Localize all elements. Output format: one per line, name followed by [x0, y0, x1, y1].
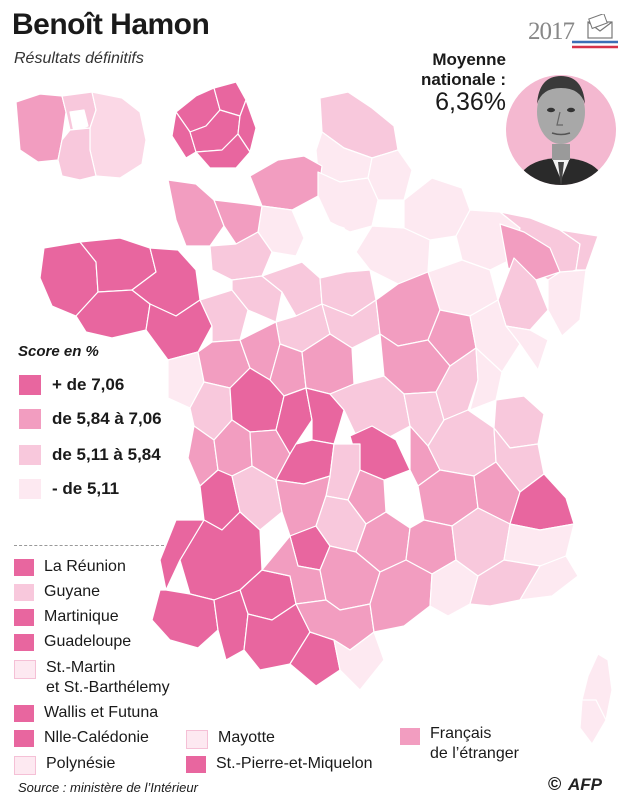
legend-label: + de 7,06 — [52, 375, 125, 394]
territory-item: St.-Pierre-et-Miquelon — [186, 754, 373, 774]
legend-item: de 5,11 à 5,84 — [18, 444, 161, 466]
map-subtitle: Résultats définitifs — [14, 50, 144, 67]
territory-swatch — [14, 705, 34, 722]
territory-label: Guyane — [44, 583, 101, 600]
legend-label: de 5,84 à 7,06 — [52, 409, 162, 428]
territory-swatch — [14, 730, 34, 747]
legend-item: de 5,84 à 7,06 — [18, 408, 162, 430]
territory-swatch — [400, 728, 420, 745]
territory-swatch — [14, 660, 36, 679]
map-title: Benoît Hamon — [12, 8, 210, 41]
territory-swatch — [14, 559, 34, 576]
territory-label: Nlle-Calédonie — [44, 729, 149, 746]
territory-item: Mayotte — [186, 728, 275, 749]
inset-idf-5 — [237, 99, 257, 153]
territory-item: Nlle-Calédonie — [14, 728, 149, 748]
legend-label: - de 5,11 — [52, 479, 120, 498]
ballot-envelope-icon — [572, 14, 618, 49]
inset-paris-east — [89, 91, 147, 179]
territory-swatch — [186, 756, 206, 773]
legend-item: + de 7,06 — [18, 374, 124, 396]
territory-label: Wallis et Futuna — [44, 704, 159, 721]
territory-label: Français — [430, 725, 492, 742]
territory-item: Wallis et Futuna — [14, 703, 158, 723]
inset-paris-south — [57, 127, 97, 181]
inset-paris-hole — [69, 109, 89, 133]
election-year: 2017 — [528, 18, 575, 45]
territory-item: St.-Martin et St.-Barthélemy — [14, 658, 170, 698]
territory-swatch — [14, 634, 34, 651]
territory-item: Guyane — [14, 582, 100, 602]
territory-item: Martinique — [14, 607, 119, 627]
source-note: Source : ministère de l’Intérieur — [18, 780, 198, 795]
territory-label: Martinique — [44, 608, 119, 625]
territory-label: La Réunion — [44, 558, 126, 575]
legend-swatch — [18, 444, 42, 466]
legend-item: - de 5,11 — [18, 478, 119, 500]
territory-label-line2: de l’étranger — [430, 745, 519, 762]
territory-swatch — [14, 609, 34, 626]
portrait-photo — [506, 75, 616, 185]
election-logo: 2017 — [528, 14, 620, 54]
legend-swatch — [18, 374, 42, 396]
legend-swatch — [18, 478, 42, 500]
national-average-value: 6,36% — [435, 88, 506, 116]
agency-logo: AFP — [568, 775, 602, 794]
territory-swatch — [14, 756, 36, 775]
territory-swatch — [14, 584, 34, 601]
territory-label: Guadeloupe — [44, 633, 132, 650]
legend-swatch — [18, 408, 42, 430]
territory-item: La Réunion — [14, 557, 126, 577]
territory-label: Mayotte — [218, 729, 275, 746]
territory-swatch — [186, 730, 208, 749]
inset-paris-west — [15, 93, 67, 163]
territory-item: Guadeloupe — [14, 632, 131, 652]
inset-idf-6 — [195, 133, 251, 169]
copyright-symbol: © — [548, 774, 562, 794]
legend-title: Score en % — [18, 343, 99, 360]
territory-label-line2: et St.-Barthélemy — [46, 679, 170, 696]
territory-label: St.-Martin — [46, 659, 116, 676]
territory-item: Polynésie — [14, 754, 115, 775]
territory-label: Polynésie — [46, 755, 116, 772]
legend-label: de 5,11 à 5,84 — [52, 445, 161, 464]
territory-label: St.-Pierre-et-Miquelon — [216, 755, 373, 772]
territory-item: Français de l’étranger — [400, 724, 519, 764]
inset-idf-3 — [171, 111, 197, 159]
national-average-label: Moyenne nationale : — [420, 50, 506, 89]
legend-separator — [14, 545, 164, 546]
